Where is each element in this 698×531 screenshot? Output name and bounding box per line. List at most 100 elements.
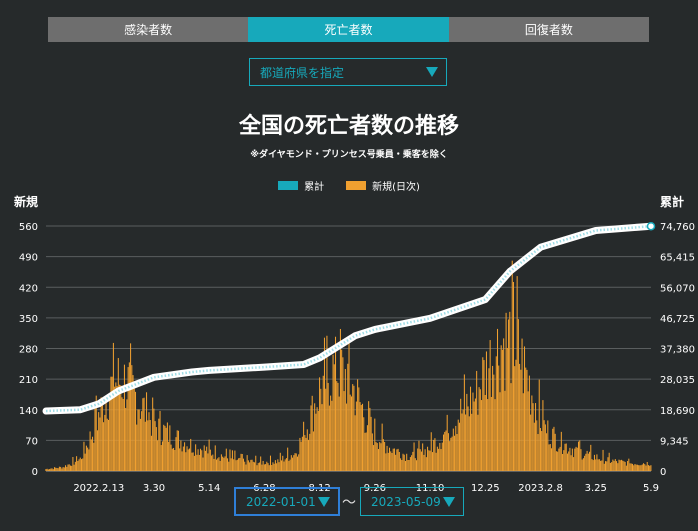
daily-bar	[377, 449, 379, 471]
daily-bar	[239, 457, 241, 471]
daily-bar	[623, 461, 625, 471]
cumulative-end-point	[646, 221, 656, 231]
daily-bar	[121, 397, 123, 471]
daily-bar	[303, 421, 305, 471]
daily-bar	[67, 464, 69, 471]
daily-bar	[440, 449, 442, 471]
daily-bar	[514, 366, 516, 471]
daily-bar	[547, 420, 549, 471]
left-tick-label: 0	[32, 467, 38, 478]
daily-bar	[279, 452, 281, 471]
daily-bar	[425, 457, 427, 471]
left-tick-label: 490	[19, 253, 38, 264]
daily-bar	[462, 409, 464, 471]
daily-bar	[577, 441, 580, 471]
legend-label-new: 新規(日次)	[372, 182, 420, 193]
daily-bar	[338, 396, 340, 471]
daily-bar	[247, 460, 249, 471]
daily-bar	[203, 445, 205, 471]
daily-bar	[344, 369, 346, 471]
daily-bar	[306, 429, 308, 471]
daily-bar	[235, 460, 237, 471]
daily-bar	[429, 450, 431, 471]
daily-bar	[130, 343, 132, 471]
daily-bar	[132, 375, 134, 471]
tab-bar: 感染者数 死亡者数 回復者数	[48, 17, 649, 42]
daily-bar	[646, 461, 648, 471]
daily-bar	[181, 451, 183, 471]
daily-bar	[288, 460, 290, 471]
daily-bar	[619, 460, 621, 471]
daily-bar	[296, 456, 299, 471]
daily-bar	[510, 383, 512, 471]
tab-recoveries[interactable]: 回復者数	[448, 17, 649, 42]
daily-bar	[213, 458, 215, 471]
daily-bar	[488, 368, 490, 471]
daily-bar	[349, 394, 351, 471]
daily-bar	[188, 448, 191, 471]
daily-bar	[634, 463, 636, 471]
start-date-select[interactable]: 2022-01-01	[234, 487, 340, 516]
daily-bar	[403, 454, 405, 471]
daily-bar	[579, 440, 581, 471]
prefecture-select[interactable]: 都道府県を指定	[249, 58, 447, 86]
daily-bar	[305, 437, 307, 471]
daily-bar	[272, 462, 274, 471]
daily-bar	[494, 399, 496, 471]
daily-bar	[202, 457, 204, 471]
daily-bar	[501, 349, 503, 471]
daily-bar	[609, 462, 611, 471]
daily-bar	[571, 448, 573, 471]
daily-bar	[436, 446, 438, 471]
daily-bar	[362, 403, 364, 471]
daily-bar	[574, 448, 576, 471]
daily-bar	[417, 448, 419, 471]
daily-bar	[166, 422, 168, 471]
daily-bar	[224, 456, 226, 471]
daily-bar	[148, 412, 150, 471]
daily-bar	[590, 444, 592, 471]
chart-subtitle: ※ダイヤモンド・プリンセス号乗員・乗客を除く	[250, 150, 448, 160]
daily-bar	[78, 459, 80, 471]
daily-bar	[414, 458, 416, 471]
daily-bar	[503, 338, 505, 471]
daily-bar	[570, 455, 572, 471]
daily-bar	[283, 461, 285, 471]
daily-bar	[314, 403, 316, 471]
daily-bar	[200, 448, 202, 471]
daily-bar	[635, 464, 637, 471]
dropdown-triangle-icon	[318, 496, 330, 507]
daily-bar	[251, 459, 253, 471]
daily-bar	[116, 386, 118, 471]
daily-bar	[342, 357, 344, 471]
end-date-select[interactable]: 2023-05-09	[360, 487, 464, 516]
daily-bar	[597, 459, 599, 471]
daily-bar	[602, 449, 604, 471]
daily-bar	[196, 454, 198, 471]
daily-bar	[282, 455, 284, 471]
daily-bar	[508, 319, 510, 471]
daily-bar	[190, 438, 192, 471]
daily-bar	[601, 460, 603, 471]
daily-bar	[82, 458, 84, 471]
daily-bar	[639, 465, 641, 471]
legend-item-new[interactable]: 新規(日次)	[346, 178, 420, 193]
daily-bar	[530, 414, 532, 471]
daily-bar	[182, 446, 184, 471]
daily-bar	[445, 430, 447, 471]
daily-bar	[620, 459, 622, 471]
daily-bar	[180, 440, 182, 471]
daily-bar	[225, 448, 227, 471]
daily-bar	[258, 462, 260, 471]
daily-bar	[557, 451, 559, 471]
daily-bar	[466, 393, 468, 471]
legend-item-cumulative[interactable]: 累計	[278, 178, 324, 193]
daily-bar	[72, 457, 74, 471]
daily-bar	[353, 385, 355, 471]
daily-bar	[186, 446, 188, 471]
tab-deaths[interactable]: 死亡者数	[248, 17, 449, 42]
daily-bar	[76, 456, 78, 471]
daily-bar	[586, 450, 588, 471]
daily-bar	[596, 454, 598, 471]
tab-infections[interactable]: 感染者数	[48, 17, 249, 42]
